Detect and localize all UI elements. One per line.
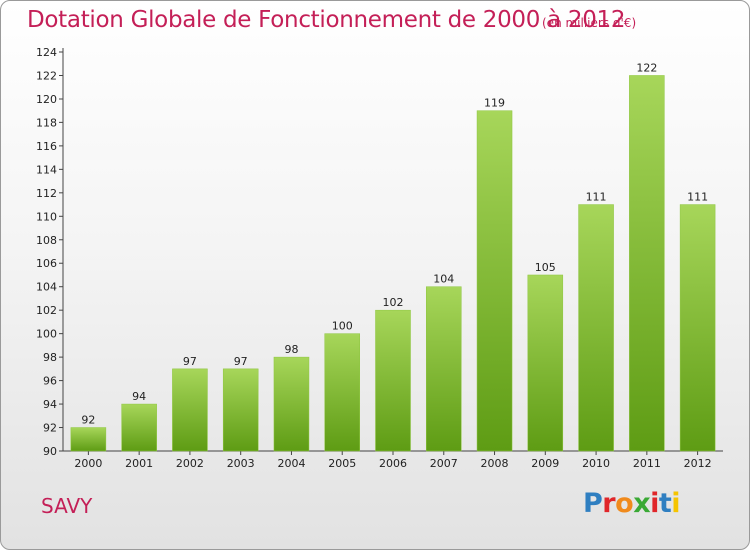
x-tick-label-2005: 2005: [328, 457, 356, 470]
data-label-2008: 119: [484, 97, 505, 110]
y-tick-label: 116: [36, 140, 57, 153]
data-label-2005: 100: [332, 320, 353, 333]
y-tick-label: 114: [36, 163, 57, 176]
x-tick-label-2011: 2011: [633, 457, 661, 470]
y-tick-label: 108: [36, 234, 57, 247]
y-tick-label: 94: [43, 398, 57, 411]
y-tick-label: 106: [36, 257, 57, 270]
logo-letter: i: [671, 488, 681, 519]
bar-2007: [426, 286, 462, 452]
logo-letter: P: [583, 488, 603, 519]
x-tick-label-2006: 2006: [379, 457, 407, 470]
y-tick-label: 110: [36, 210, 57, 223]
y-tick-label: 104: [36, 281, 57, 294]
bar-2012: [679, 204, 716, 452]
y-tick-label: 112: [36, 187, 57, 200]
x-tick-label-2004: 2004: [277, 457, 305, 470]
logo-letter: r: [602, 488, 616, 519]
data-label-2012: 111: [687, 191, 708, 204]
data-label-2000: 92: [81, 414, 95, 427]
bar-2010: [578, 204, 614, 452]
logo-letter: x: [633, 488, 651, 519]
bar-2009: [527, 274, 564, 452]
x-tick-label-2008: 2008: [481, 457, 509, 470]
data-label-2001: 94: [132, 390, 146, 403]
bar-2005: [324, 333, 360, 452]
data-label-2004: 98: [284, 343, 298, 356]
data-label-2003: 97: [234, 355, 248, 368]
x-tick-label-2000: 2000: [74, 457, 102, 470]
x-tick-label-2009: 2009: [531, 457, 559, 470]
y-tick-label: 124: [36, 46, 57, 59]
chart-bars: 92 94 97 97 98 100 102 104 119 105 111 122 111: [70, 61, 716, 452]
y-tick-label: 102: [36, 304, 57, 317]
logo-letter: t: [658, 488, 672, 519]
x-tick-label-2010: 2010: [582, 457, 610, 470]
data-label-2006: 102: [383, 296, 404, 309]
x-tick-label-2012: 2012: [684, 457, 712, 470]
bar-2002: [172, 368, 208, 452]
y-tick-label: 96: [43, 375, 57, 388]
chart-title: Dotation Globale de Fonctionnement de 20…: [27, 7, 626, 33]
data-label-2010: 111: [586, 191, 607, 204]
bar-2008: [476, 110, 513, 452]
x-tick-label-2002: 2002: [176, 457, 204, 470]
y-tick-label: 120: [36, 93, 57, 106]
logo-letter: i: [650, 488, 659, 519]
chart-subtitle: (en milliers d'€): [542, 16, 637, 30]
bar-2000: [70, 427, 107, 452]
proxiti-logo[interactable]: Proxiti: [583, 488, 681, 519]
y-tick-label: 118: [36, 116, 57, 129]
data-label-2009: 105: [535, 261, 556, 274]
data-label-2002: 97: [183, 355, 197, 368]
bar-2006: [375, 309, 411, 452]
data-label-2011: 122: [636, 61, 657, 74]
y-tick-label: 100: [36, 328, 57, 341]
x-tick-label-2007: 2007: [430, 457, 458, 470]
logo-letter: o: [615, 488, 634, 519]
y-tick-label: 92: [43, 422, 57, 435]
commune-name: SAVY: [41, 494, 93, 518]
bar-2004: [273, 356, 310, 452]
data-label-2007: 104: [433, 273, 454, 286]
bar-2011: [629, 75, 665, 452]
chart-axes: 90 92 94 96 98 100 102 104 106 108 110 112 114 116 118…: [36, 46, 723, 470]
x-tick-label-2003: 2003: [227, 457, 255, 470]
bar-2001: [121, 403, 157, 452]
y-tick-label: 122: [36, 69, 57, 82]
bar-2003: [222, 368, 259, 452]
y-tick-label: 90: [43, 445, 57, 458]
y-tick-label: 98: [43, 351, 57, 364]
x-tick-label-2001: 2001: [125, 457, 153, 470]
